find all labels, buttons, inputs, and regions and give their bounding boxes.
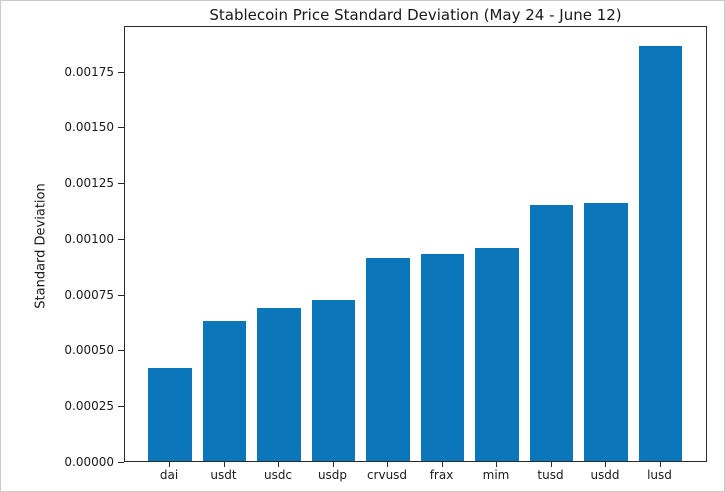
y-tick-label: 0.00075 — [64, 287, 114, 302]
x-tick-label-dai: dai — [159, 468, 179, 482]
y-tick-label: 0.00175 — [64, 64, 114, 79]
x-tick-mark — [496, 462, 497, 467]
y-tick-mark — [118, 183, 124, 185]
y-tick-label: 0.00000 — [64, 455, 114, 469]
x-tick-label-usdd: usdd — [590, 468, 620, 482]
y-tick-mark — [118, 406, 124, 408]
x-tick-mark — [169, 462, 170, 467]
bar-usdp — [311, 299, 356, 461]
x-tick-mark — [387, 462, 388, 467]
x-tick-label-usdp: usdp — [317, 468, 348, 482]
y-tick-mark — [118, 238, 124, 240]
y-tick-label: 0.00100 — [64, 231, 114, 246]
chart-title: Stablecoin Price Standard Deviation (May… — [209, 6, 622, 24]
bar-usdd — [584, 202, 628, 461]
x-tick-mark — [223, 462, 225, 467]
bar-crvusd — [366, 257, 410, 461]
x-tick-label-frax: frax — [429, 468, 454, 482]
x-tick-mark — [441, 462, 443, 467]
y-tick-mark — [118, 350, 124, 352]
y-tick-label: 0.00025 — [64, 399, 114, 414]
x-tick-mark — [659, 462, 661, 467]
plot-area — [124, 26, 707, 462]
x-tick-label-crvusd: crvusd — [366, 468, 408, 482]
bar-mim — [475, 247, 519, 461]
bar-usdt — [202, 320, 247, 461]
y-tick-mark — [118, 127, 124, 129]
y-tick-label: 0.00125 — [64, 176, 114, 191]
x-tick-mark — [605, 462, 606, 467]
bar-frax — [420, 254, 465, 461]
y-tick-mark — [118, 462, 124, 463]
bar-tusd — [529, 204, 574, 461]
x-tick-label-usdc: usdc — [263, 468, 293, 482]
y-tick-mark — [118, 71, 124, 73]
bar-lusd — [638, 45, 683, 461]
bar-dai — [148, 368, 192, 461]
y-tick-mark — [118, 294, 124, 296]
x-tick-mark — [332, 462, 334, 467]
x-tick-label-lusd: lusd — [647, 468, 672, 482]
x-tick-mark — [550, 462, 552, 467]
x-tick-label-usdt: usdt — [210, 468, 237, 482]
bar-usdc — [257, 308, 301, 461]
y-tick-label: 0.00050 — [64, 343, 114, 358]
x-tick-label-tusd: tusd — [537, 468, 564, 482]
x-tick-label-mim: mim — [482, 468, 510, 482]
y-tick-label: 0.00150 — [64, 120, 114, 135]
x-tick-mark — [278, 462, 279, 467]
